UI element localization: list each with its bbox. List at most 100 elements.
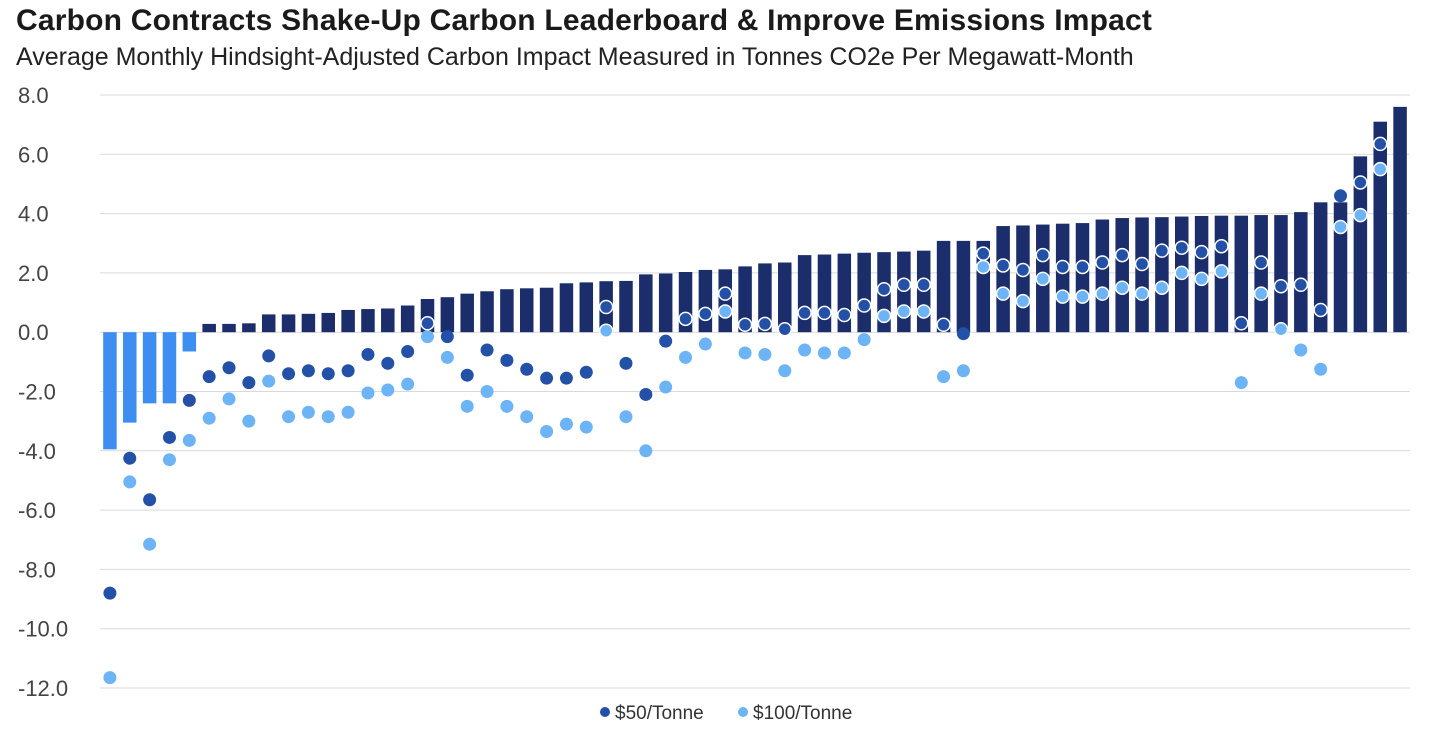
point-100-tonne: [1314, 362, 1328, 376]
point-100-tonne: [321, 410, 335, 424]
point-100-tonne: [679, 350, 693, 364]
y-tick-label: -10.0: [18, 617, 68, 642]
y-tick-label: 2.0: [18, 261, 49, 286]
point-100-tonne: [540, 425, 554, 439]
point-100-tonne: [182, 433, 196, 447]
legend: $50/Tonne $100/Tonne: [600, 703, 852, 724]
point-50-tonne: [222, 361, 236, 375]
y-tick-label: -4.0: [18, 439, 56, 464]
bar: [182, 332, 197, 352]
point-100-tonne: [837, 346, 851, 360]
point-50-tonne: [321, 367, 335, 381]
point-50-tonne: [123, 451, 137, 465]
bar: [1313, 202, 1328, 333]
bar: [222, 323, 236, 333]
y-tick-label: -8.0: [18, 557, 56, 582]
legend-marker-100: [738, 707, 748, 717]
point-100-tonne: [103, 671, 117, 685]
point-100-tonne: [262, 374, 276, 388]
bar: [619, 280, 633, 333]
point-50-tonne: [361, 347, 375, 361]
point-50-tonne: [678, 311, 693, 327]
point-100-tonne: [1035, 271, 1051, 287]
point-100-tonne: [1294, 343, 1308, 357]
bar: [1294, 212, 1308, 333]
point-50-tonne: [916, 277, 931, 293]
point-50-tonne: [460, 368, 474, 382]
point-50-tonne: [579, 365, 593, 379]
bar: [400, 305, 415, 333]
point-50-tonne: [520, 362, 534, 376]
point-100-tonne: [460, 399, 474, 413]
point-50-tonne: [817, 305, 832, 321]
bar: [381, 308, 395, 333]
bar: [519, 288, 534, 333]
bar: [996, 226, 1010, 333]
series-50-points: [103, 136, 1388, 600]
point-100-tonne: [1075, 289, 1090, 304]
point-50-tonne: [837, 307, 852, 323]
bar: [480, 291, 494, 333]
point-50-tonne: [1273, 278, 1289, 294]
point-50-tonne: [757, 316, 773, 332]
chart-title: Carbon Contracts Shake-Up Carbon Leaderb…: [16, 4, 1153, 37]
point-50-tonne: [1154, 243, 1170, 258]
point-100-tonne: [242, 414, 256, 428]
point-50-tonne: [440, 330, 454, 344]
point-50-tonne: [956, 327, 970, 341]
point-100-tonne: [1214, 264, 1229, 279]
point-100-tonne: [520, 410, 534, 424]
bar: [658, 273, 673, 333]
point-100-tonne: [1372, 161, 1388, 177]
point-100-tonne: [1095, 286, 1110, 301]
bar: [301, 313, 316, 333]
point-50-tonne: [1095, 255, 1110, 270]
point-50-tonne: [856, 298, 872, 313]
point-100-tonne: [639, 444, 653, 458]
chart-subtitle: Average Monthly Hindsight-Adjusted Carbo…: [16, 43, 1134, 71]
point-100-tonne: [758, 347, 772, 361]
point-50-tonne: [936, 317, 951, 333]
grid-lines: [100, 94, 1410, 689]
point-50-tonne: [876, 281, 892, 297]
point-50-tonne: [659, 334, 673, 348]
point-50-tonne: [797, 305, 812, 321]
bar: [1115, 218, 1129, 333]
point-50-tonne: [976, 246, 991, 261]
point-100-tonne: [1273, 321, 1289, 337]
point-100-tonne: [896, 304, 912, 319]
point-100-tonne: [1253, 286, 1269, 301]
bar: [1234, 215, 1249, 333]
point-100-tonne: [421, 330, 434, 344]
point-100-tonne: [778, 364, 792, 378]
bar: [202, 323, 216, 333]
bar: [539, 287, 554, 333]
point-100-tonne: [857, 333, 871, 347]
point-50-tonne: [480, 343, 494, 357]
point-50-tonne: [420, 316, 435, 331]
point-100-tonne: [1134, 286, 1150, 301]
point-50-tonne: [341, 364, 355, 378]
point-50-tonne: [202, 370, 216, 384]
point-50-tonne: [301, 364, 315, 378]
point-50-tonne: [500, 353, 514, 367]
point-100-tonne: [817, 346, 831, 360]
legend-label-100: $100/Tonne: [753, 703, 852, 724]
bar: [261, 314, 276, 333]
bar: [797, 255, 812, 333]
point-50-tonne: [598, 299, 614, 315]
y-axis: 8.0 6.0 4.0 2.0 0.0 -2.0 -4.0 -6.0 -8.0 -10.0 -12.…: [18, 83, 68, 701]
bar: [817, 254, 832, 333]
bar: [440, 297, 455, 333]
bar-series: [103, 106, 1407, 450]
bar: [460, 293, 474, 333]
bar: [936, 240, 951, 333]
point-100-tonne: [1055, 289, 1070, 304]
point-50-tonne: [896, 277, 912, 293]
bar: [758, 263, 772, 333]
bar: [956, 240, 971, 333]
point-100-tonne: [976, 259, 991, 275]
point-100-tonne: [1174, 265, 1189, 281]
point-100-tonne: [698, 337, 712, 351]
